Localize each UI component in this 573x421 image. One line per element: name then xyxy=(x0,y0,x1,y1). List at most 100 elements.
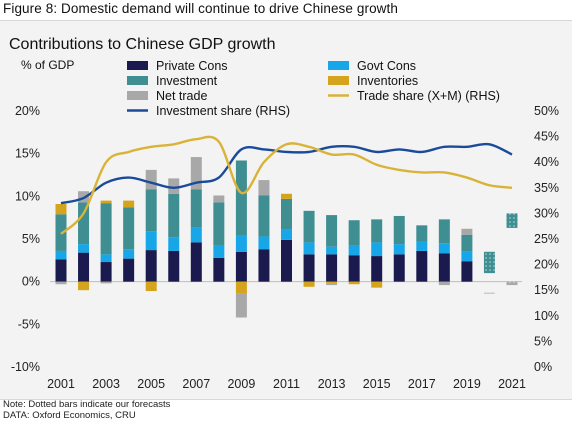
bar-private_cons-2013 xyxy=(326,254,338,282)
bar-investment-2003 xyxy=(100,203,112,255)
bar-inventories-2004 xyxy=(123,200,135,208)
left-tick-label: -5% xyxy=(18,317,40,331)
legend-swatch-private_cons xyxy=(127,61,148,70)
bar-private_cons-2008 xyxy=(213,257,225,282)
bar-private_cons-2002 xyxy=(78,252,90,282)
bar-investment-2012 xyxy=(303,210,315,243)
bar-govt_cons-2001 xyxy=(55,250,67,260)
bar-inventories-2009 xyxy=(235,281,247,294)
bar-private_cons-2019 xyxy=(461,261,473,282)
bar-net_trade-2010 xyxy=(258,180,270,196)
bar-private_cons-2011 xyxy=(281,239,292,282)
legend-label-private_cons: Private Cons xyxy=(156,59,228,73)
bar-investment-2008 xyxy=(213,202,225,245)
forecast-footnote: Note: Dotted bars indicate our forecasts xyxy=(3,399,171,410)
x-tick-label: 2015 xyxy=(363,377,391,391)
bar-govt_cons-2017 xyxy=(416,241,428,251)
right-tick-label: 5% xyxy=(534,334,552,348)
right-tick-label: 50% xyxy=(534,104,559,118)
x-axis-ticks: 2001 2003 2005 2007 2009 2011 2013 2015 2017 2019… xyxy=(47,377,526,391)
right-tick-label: 20% xyxy=(534,258,559,272)
bar-net_trade-2009 xyxy=(235,293,247,318)
bar-investment-2020 xyxy=(483,251,495,274)
bar-inventories-2015 xyxy=(371,281,383,288)
bar-investment-2015 xyxy=(371,219,383,243)
legend-label-investment: Investment xyxy=(156,74,218,88)
x-tick-label: 2013 xyxy=(318,377,346,391)
bar-private_cons-2007 xyxy=(190,242,202,282)
bar-investment-2004 xyxy=(123,207,135,250)
legend-label-trade_share: Trade share (X+M) (RHS) xyxy=(357,89,500,103)
bar-govt_cons-2018 xyxy=(438,243,450,254)
right-tick-label: 25% xyxy=(534,232,559,246)
right-tick-label: 30% xyxy=(534,206,559,220)
x-tick-label: 2005 xyxy=(137,377,165,391)
x-tick-label: 2007 xyxy=(182,377,210,391)
bar-private_cons-2021 xyxy=(507,237,518,281)
bar-govt_cons-2016 xyxy=(393,244,405,255)
line-trade_share xyxy=(60,135,513,235)
bar-inventories-2002 xyxy=(78,281,90,291)
left-tick-label: 5% xyxy=(22,232,40,246)
right-tick-label: 0% xyxy=(534,360,552,374)
bar-private_cons-2001 xyxy=(55,259,67,282)
bar-private_cons-2012 xyxy=(303,254,315,282)
legend-swatch-investment xyxy=(127,76,148,85)
bar-investment-2009 xyxy=(235,160,247,236)
bar-govt_cons-2008 xyxy=(213,244,225,258)
legend-swatch-govt_cons xyxy=(328,61,349,70)
bar-inventories-2005 xyxy=(145,281,157,292)
bar-investment-2014 xyxy=(348,220,360,246)
bar-net_trade-2018 xyxy=(438,281,450,286)
bar-investment-2002 xyxy=(78,202,90,245)
bar-govt_cons-2015 xyxy=(371,242,383,257)
x-tick-label: 2017 xyxy=(408,377,436,391)
legend-swatch-net_trade xyxy=(127,91,148,100)
left-tick-label: 15% xyxy=(15,147,40,161)
right-tick-label: 15% xyxy=(534,283,559,297)
bar-private_cons-2006 xyxy=(168,250,180,282)
bar-inventories-2001 xyxy=(55,204,67,215)
bar-investment-2013 xyxy=(326,215,338,247)
right-tick-label: 40% xyxy=(534,155,559,169)
bar-investment-2017 xyxy=(416,225,428,242)
bar-investment-2010 xyxy=(258,195,270,237)
bar-govt_cons-2020 xyxy=(484,273,495,282)
bar-govt_cons-2002 xyxy=(78,244,90,253)
bar-govt_cons-2009 xyxy=(235,235,247,252)
bar-private_cons-2009 xyxy=(235,251,247,282)
bar-govt_cons-2019 xyxy=(461,251,473,262)
right-axis-ticks: 50% 45% 40% 35% 30% 25% 20% 15% 10% 5% 0% xyxy=(534,104,559,374)
bar-investment-2018 xyxy=(438,219,450,244)
bar-investment-2021 xyxy=(506,213,518,228)
bar-govt_cons-2004 xyxy=(123,249,135,259)
bar-inventories-2011 xyxy=(281,193,292,199)
bar-investment-2019 xyxy=(461,234,473,252)
rhs-lines xyxy=(60,135,513,235)
figure-title: Figure 8: Domestic demand will continue … xyxy=(3,1,398,16)
line-investment_share xyxy=(60,142,513,205)
bar-govt_cons-2006 xyxy=(168,237,180,251)
legend-label-net_trade: Net trade xyxy=(156,89,207,103)
bar-net_trade-2005 xyxy=(145,169,157,190)
left-tick-label: 0% xyxy=(22,275,40,289)
bar-investment-2016 xyxy=(393,215,405,245)
x-tick-label: 2019 xyxy=(453,377,481,391)
bar-govt_cons-2013 xyxy=(326,246,338,255)
left-tick-label: 20% xyxy=(15,104,40,118)
bar-inventories-2013 xyxy=(326,281,338,284)
bar-private_cons-2017 xyxy=(416,250,428,282)
bar-govt_cons-2010 xyxy=(258,236,270,250)
bar-net_trade-2001 xyxy=(55,281,67,285)
bar-inventories-2012 xyxy=(303,281,315,287)
legend-swatch-inventories xyxy=(328,76,349,85)
chart-title: Contributions to Chinese GDP growth xyxy=(9,36,276,53)
legend-label-inventories: Inventories xyxy=(357,74,418,88)
legend-label-govt_cons: Govt Cons xyxy=(357,59,416,73)
bar-inventories-2014 xyxy=(348,281,360,285)
bar-govt_cons-2007 xyxy=(190,227,202,243)
bar-net_trade-2019 xyxy=(461,228,473,235)
left-axis-ticks: 20% 15% 10% 5% 0% -5% -10% xyxy=(11,104,40,374)
bar-govt_cons-2014 xyxy=(348,245,360,256)
